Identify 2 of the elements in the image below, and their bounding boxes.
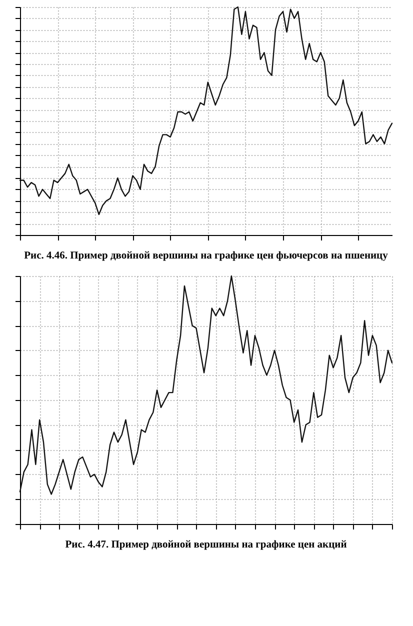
text: Рис. 4.47. Пример двойной вершины на графике цен акций (65, 540, 347, 550)
text: Рис. 4.46. Пример двойной вершины на графике цен фьючерсов на пшеницу (24, 250, 389, 262)
